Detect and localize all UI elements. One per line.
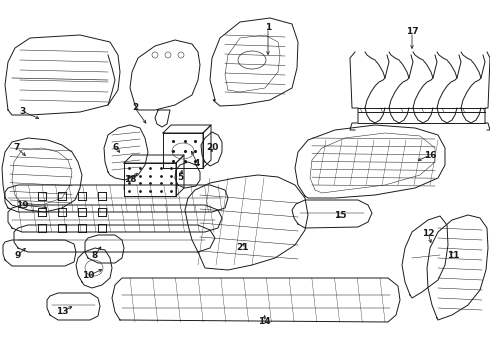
Polygon shape	[292, 200, 372, 228]
Text: 12: 12	[422, 229, 434, 238]
Polygon shape	[5, 185, 228, 212]
Polygon shape	[163, 133, 203, 168]
Circle shape	[165, 52, 171, 58]
Circle shape	[152, 52, 158, 58]
Polygon shape	[124, 155, 184, 163]
Polygon shape	[5, 35, 120, 115]
Polygon shape	[163, 125, 211, 133]
Text: 13: 13	[56, 307, 68, 316]
Text: 11: 11	[447, 251, 459, 260]
Polygon shape	[47, 293, 100, 320]
Text: 20: 20	[206, 144, 218, 153]
Polygon shape	[112, 278, 400, 322]
Polygon shape	[124, 163, 176, 196]
Polygon shape	[14, 225, 215, 252]
Text: 3: 3	[19, 107, 25, 116]
Text: 7: 7	[14, 144, 20, 153]
Polygon shape	[201, 132, 222, 166]
Text: 21: 21	[236, 243, 248, 252]
Polygon shape	[295, 125, 445, 198]
Text: 15: 15	[334, 211, 346, 220]
Text: 19: 19	[16, 201, 28, 210]
Polygon shape	[104, 125, 148, 180]
Polygon shape	[76, 248, 112, 288]
Polygon shape	[155, 110, 170, 127]
Polygon shape	[175, 162, 200, 188]
Circle shape	[178, 52, 184, 58]
Text: 4: 4	[194, 158, 200, 167]
Text: 5: 5	[177, 174, 183, 183]
Text: 8: 8	[92, 251, 98, 260]
Polygon shape	[3, 240, 76, 266]
Text: 18: 18	[124, 175, 136, 184]
Polygon shape	[402, 216, 448, 298]
Polygon shape	[2, 138, 82, 212]
Polygon shape	[185, 175, 308, 270]
Text: 1: 1	[265, 23, 271, 32]
Text: 17: 17	[406, 27, 418, 36]
Polygon shape	[176, 155, 184, 196]
Polygon shape	[8, 205, 222, 232]
Text: 6: 6	[113, 144, 119, 153]
Polygon shape	[203, 125, 211, 168]
Polygon shape	[210, 18, 298, 106]
Polygon shape	[427, 215, 488, 320]
Text: 2: 2	[132, 104, 138, 112]
Text: 14: 14	[258, 318, 270, 327]
Polygon shape	[130, 40, 200, 110]
Polygon shape	[85, 235, 124, 263]
Text: 16: 16	[424, 150, 436, 159]
Text: 10: 10	[82, 271, 94, 280]
Text: 9: 9	[15, 251, 21, 260]
